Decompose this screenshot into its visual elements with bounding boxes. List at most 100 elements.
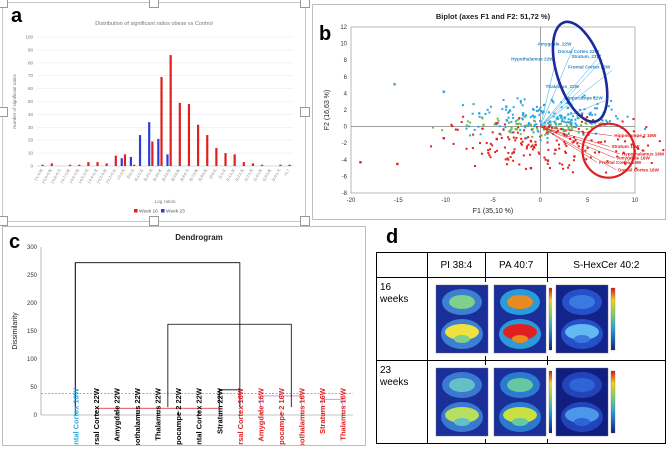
- y-tick-label: 20: [28, 138, 34, 143]
- observation-22w: [533, 123, 536, 126]
- observation-16w: [558, 147, 561, 150]
- observation-mixed: [577, 131, 580, 134]
- observation-16w: [520, 142, 523, 145]
- y-tick-label: 60: [28, 86, 34, 91]
- observation-16w: [479, 142, 482, 145]
- observation-16w: [522, 154, 525, 157]
- bar-week-16: [96, 162, 99, 166]
- observation-16w: [525, 145, 528, 148]
- leaf-label: Hypothalamus 16W: [298, 387, 307, 445]
- resize-handle[interactable]: [149, 0, 159, 8]
- y-tick-label: 10: [340, 42, 347, 48]
- observation-16w: [561, 163, 564, 166]
- observation-22w: [537, 108, 540, 111]
- observation-16w: [487, 149, 490, 152]
- x-tick-label: [0,4;0,5[: [161, 169, 171, 182]
- resize-handle[interactable]: [149, 216, 159, 226]
- bar-week-16: [224, 153, 227, 166]
- histogram-chart: Distribution of significant ratios obese…: [12, 21, 293, 215]
- bar-week-16: [41, 164, 44, 166]
- observation-22w: [569, 123, 572, 126]
- loading-label-22w: Stratum_22W: [571, 54, 601, 59]
- observation-mixed: [580, 124, 583, 127]
- observation-22w: [514, 120, 517, 123]
- observation-22w: [509, 129, 512, 132]
- observation-22w: [524, 114, 527, 117]
- observation-mixed: [584, 121, 587, 124]
- grid-corner: [376, 252, 428, 278]
- brain-image: [551, 282, 622, 356]
- observation-16w: [577, 127, 580, 130]
- row-label-unit: weeks: [380, 294, 409, 305]
- y-tick-label: 50: [30, 385, 37, 391]
- observation-22w: [539, 120, 542, 123]
- resize-handle[interactable]: [300, 107, 310, 117]
- panel-a: a Distribution of significant ratios obe…: [0, 0, 310, 226]
- x-tick-label: [0,8;0,9[: [198, 169, 208, 182]
- loading-vector-22w: [540, 46, 574, 127]
- observation-16w: [558, 162, 561, 165]
- resize-handle[interactable]: [300, 216, 310, 226]
- row-label-unit: weeks: [380, 377, 409, 388]
- observation-16w: [645, 126, 648, 129]
- observation-mixed: [465, 124, 468, 127]
- observation-mixed: [515, 122, 518, 125]
- observation-22w: [484, 112, 487, 115]
- chart-title: Distribution of significant ratios obese…: [95, 21, 212, 27]
- observation-mixed: [562, 130, 565, 133]
- observation-22w: [542, 103, 546, 107]
- x-tick-label: [-0,5;-0,4[: [78, 169, 89, 184]
- observation-16w: [586, 116, 589, 119]
- loading-label-22w: Hippocampe 22W: [564, 95, 603, 100]
- bar-week-16: [151, 141, 154, 166]
- observation-16w: [650, 161, 653, 164]
- observation-22w: [531, 114, 534, 118]
- observation-mixed: [590, 126, 593, 129]
- observation-16w: [553, 152, 556, 155]
- loading-label-22w: Thalamus_22W: [546, 84, 580, 89]
- observation-16w: [603, 140, 606, 143]
- observation-16w: [511, 152, 514, 155]
- observation-16w: [529, 153, 532, 156]
- observation-22w: [478, 112, 481, 115]
- observation-22w: [516, 97, 519, 100]
- observation-16w: [518, 117, 521, 120]
- observation-16w: [577, 145, 580, 148]
- observation-mixed: [565, 124, 568, 127]
- observation-22w: [589, 111, 592, 114]
- resize-handle[interactable]: [0, 216, 8, 226]
- resize-handle[interactable]: [0, 107, 8, 117]
- leaf-label: Hypothalamus 22W: [133, 387, 142, 445]
- observation-mixed: [510, 127, 513, 130]
- observation-22w: [541, 111, 544, 114]
- observation-16w: [543, 125, 546, 128]
- observation-22w: [495, 123, 498, 126]
- observation-22w: [644, 127, 647, 130]
- bar-week-23: [166, 154, 169, 166]
- resize-handle[interactable]: [300, 0, 310, 8]
- observation-22w: [560, 101, 563, 104]
- loading-vector-22w: [540, 54, 602, 127]
- observation-22w: [505, 108, 508, 111]
- panel-letter: d: [386, 226, 399, 248]
- observation-16w: [569, 137, 572, 140]
- resize-handle[interactable]: [0, 0, 8, 8]
- observation-22w: [562, 120, 565, 123]
- observation-16w: [529, 166, 533, 170]
- observation-mixed: [570, 126, 573, 129]
- y-tick-label: 10: [28, 151, 34, 156]
- observation-22w: [532, 108, 535, 111]
- observation-16w: [507, 136, 510, 139]
- observation-22w: [594, 113, 597, 116]
- leaf-label: Dorsal Cortex 22W: [92, 387, 101, 445]
- observation-mixed: [431, 126, 434, 129]
- observation-16w: [456, 128, 459, 131]
- observation-16w: [581, 114, 584, 117]
- brain-region: [502, 324, 537, 340]
- observation-16w: [487, 152, 490, 155]
- observation-22w: [616, 117, 619, 120]
- biplot-chart: Biplot (axes F1 and F2: 51,72 %)-20 -15 -1…: [324, 12, 665, 215]
- panel-letter: b: [319, 23, 332, 45]
- leaf-label: Dorsal Cortex 16W: [236, 387, 245, 445]
- observation-22w: [581, 95, 584, 98]
